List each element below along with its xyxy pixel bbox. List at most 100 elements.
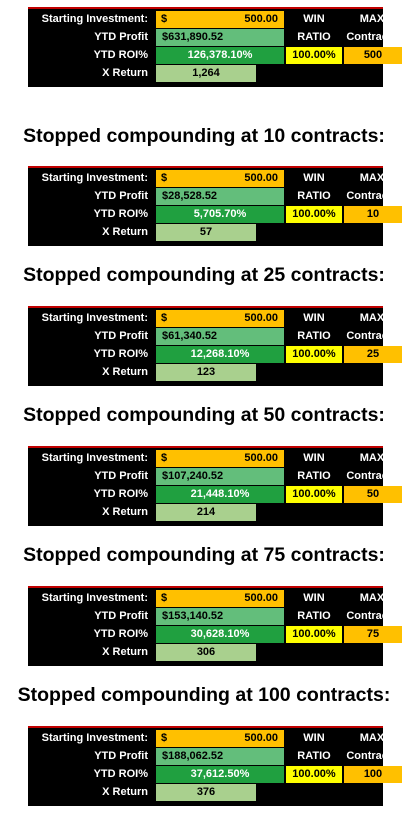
max-contracts-value: 50: [344, 486, 402, 503]
results-table: Starting Investment: $500.00 WIN MAX YTD…: [28, 586, 402, 666]
x-return-value: 123: [156, 364, 256, 381]
win-ratio-value: 100.00%: [286, 206, 342, 223]
ytd-profit-value: $153,140.52: [156, 608, 284, 625]
ytd-roi-value: 30,628.10%: [156, 626, 284, 643]
section-heading: Stopped compounding at 75 contracts:: [23, 544, 385, 566]
x-return-value: 1,264: [156, 65, 256, 82]
dollar-sign: $: [161, 172, 168, 184]
results-table: Starting Investment: $500.00 WIN MAX YTD…: [28, 446, 402, 526]
results-table: Starting Investment: $500.00 WIN MAX YTD…: [28, 7, 402, 87]
x-return-value: 306: [156, 644, 256, 661]
max-contracts-value: 500: [344, 47, 402, 64]
ytd-roi-value: 21,448.10%: [156, 486, 284, 503]
ratio-header: RATIO: [297, 610, 331, 622]
ytd-profit-label: YTD Profit: [94, 190, 148, 202]
starting-investment-value: $500.00: [156, 310, 284, 327]
results-table: Starting Investment: $500.00 WIN MAX YTD…: [28, 726, 402, 806]
ytd-roi-label: YTD ROI%: [93, 208, 148, 220]
win-header: WIN: [303, 172, 325, 184]
max-header: MAX: [359, 732, 385, 744]
ytd-roi-label: YTD ROI%: [93, 768, 148, 780]
ytd-profit-label: YTD Profit: [94, 330, 148, 342]
contracts-header: Contracts: [346, 31, 398, 43]
ytd-roi-value: 5,705.70%: [156, 206, 284, 223]
investment-amount: 500.00: [244, 592, 278, 604]
investment-amount: 500.00: [244, 172, 278, 184]
ratio-header: RATIO: [297, 470, 331, 482]
ytd-profit-label: YTD Profit: [94, 470, 148, 482]
win-ratio-value: 100.00%: [286, 47, 342, 64]
win-header: WIN: [303, 592, 325, 604]
ytd-roi-label: YTD ROI%: [93, 348, 148, 360]
investment-amount: 500.00: [244, 732, 278, 744]
starting-investment-label: Starting Investment:: [41, 312, 148, 324]
results-table: Starting Investment: $500.00 WIN MAX YTD…: [28, 166, 402, 246]
ytd-roi-value: 37,612.50%: [156, 766, 284, 783]
x-return-label: X Return: [102, 226, 148, 238]
max-contracts-value: 10: [344, 206, 402, 223]
x-return-value: 214: [156, 504, 256, 521]
starting-investment-value: $500.00: [156, 11, 284, 28]
section-heading: Stopped compounding at 25 contracts:: [23, 264, 385, 286]
ytd-profit-label: YTD Profit: [94, 31, 148, 43]
dollar-sign: $: [161, 592, 168, 604]
ytd-profit-value: $107,240.52: [156, 468, 284, 485]
ratio-header: RATIO: [297, 750, 331, 762]
x-return-label: X Return: [102, 366, 148, 378]
contracts-header: Contracts: [346, 330, 398, 342]
ytd-roi-label: YTD ROI%: [93, 49, 148, 61]
x-return-label: X Return: [102, 646, 148, 658]
win-ratio-value: 100.00%: [286, 766, 342, 783]
max-header: MAX: [359, 452, 385, 464]
win-header: WIN: [303, 312, 325, 324]
max-header: MAX: [359, 312, 385, 324]
ytd-profit-value: $188,062.52: [156, 748, 284, 765]
x-return-label: X Return: [102, 786, 148, 798]
starting-investment-label: Starting Investment:: [41, 172, 148, 184]
contracts-header: Contracts: [346, 470, 398, 482]
dollar-sign: $: [161, 312, 168, 324]
section-heading: Stopped compounding at 100 contracts:: [17, 684, 391, 706]
win-ratio-value: 100.00%: [286, 346, 342, 363]
win-header: WIN: [303, 13, 325, 25]
ytd-roi-value: 126,378.10%: [156, 47, 284, 64]
investment-amount: 500.00: [244, 13, 278, 25]
investment-amount: 500.00: [244, 452, 278, 464]
contracts-header: Contracts: [346, 750, 398, 762]
dollar-sign: $: [161, 13, 168, 25]
x-return-label: X Return: [102, 67, 148, 79]
win-header: WIN: [303, 732, 325, 744]
ratio-header: RATIO: [297, 31, 331, 43]
x-return-label: X Return: [102, 506, 148, 518]
x-return-value: 376: [156, 784, 256, 801]
dollar-sign: $: [161, 732, 168, 744]
ytd-profit-value: $631,890.52: [156, 29, 284, 46]
contracts-header: Contracts: [346, 610, 398, 622]
win-ratio-value: 100.00%: [286, 626, 342, 643]
starting-investment-label: Starting Investment:: [41, 13, 148, 25]
starting-investment-value: $500.00: [156, 450, 284, 467]
ytd-profit-value: $28,528.52: [156, 188, 284, 205]
section-heading: Stopped compounding at 10 contracts:: [23, 125, 385, 147]
win-ratio-value: 100.00%: [286, 486, 342, 503]
ratio-header: RATIO: [297, 330, 331, 342]
ytd-roi-value: 12,268.10%: [156, 346, 284, 363]
max-header: MAX: [359, 592, 385, 604]
win-header: WIN: [303, 452, 325, 464]
starting-investment-label: Starting Investment:: [41, 732, 148, 744]
ratio-header: RATIO: [297, 190, 331, 202]
starting-investment-label: Starting Investment:: [41, 592, 148, 604]
max-header: MAX: [359, 172, 385, 184]
dollar-sign: $: [161, 452, 168, 464]
ytd-profit-label: YTD Profit: [94, 750, 148, 762]
max-contracts-value: 100: [344, 766, 402, 783]
max-contracts-value: 75: [344, 626, 402, 643]
ytd-profit-value: $61,340.52: [156, 328, 284, 345]
results-table: Starting Investment: $500.00 WIN MAX YTD…: [28, 306, 402, 386]
ytd-roi-label: YTD ROI%: [93, 488, 148, 500]
contracts-header: Contracts: [346, 190, 398, 202]
section-heading: Stopped compounding at 50 contracts:: [23, 404, 385, 426]
max-header: MAX: [359, 13, 385, 25]
x-return-value: 57: [156, 224, 256, 241]
investment-amount: 500.00: [244, 312, 278, 324]
